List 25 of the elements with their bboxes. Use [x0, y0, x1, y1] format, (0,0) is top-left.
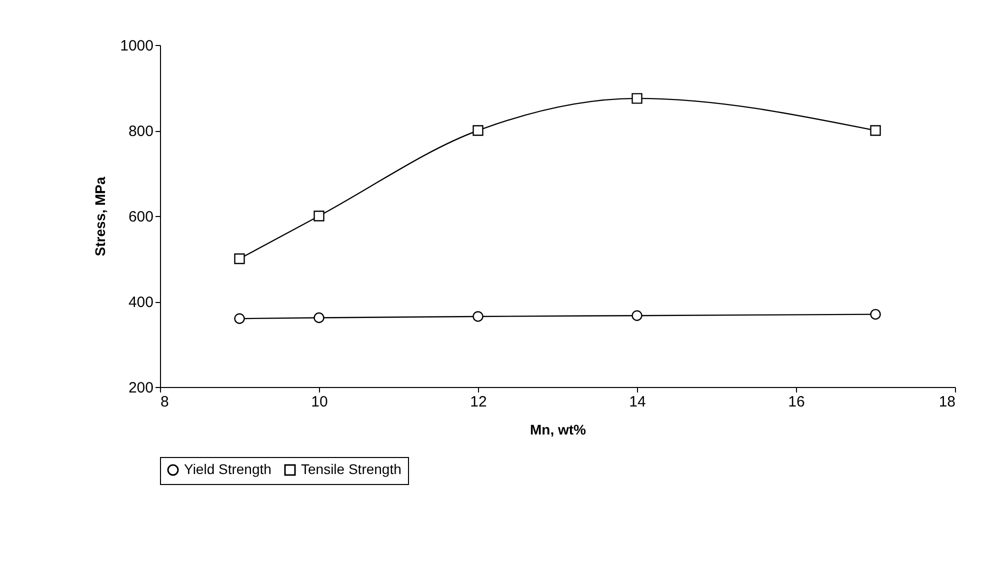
x-tick-label: 18 [938, 394, 956, 410]
x-axis-title: Mn, wt% [530, 422, 587, 438]
point [234, 253, 245, 264]
point [472, 125, 484, 136]
x-tick-label: 16 [788, 394, 805, 410]
x-tick-label: 10 [311, 394, 328, 410]
y-tick-label: 1000 [120, 38, 154, 54]
point [314, 210, 324, 222]
point [870, 308, 881, 320]
point [314, 312, 324, 324]
y-tick-label: 600 [128, 208, 154, 226]
point [472, 311, 484, 322]
x-tick-label: 14 [629, 394, 646, 410]
legend-label: Tensile Strength [301, 461, 402, 477]
y-tick-label: 400 [128, 294, 154, 311]
y-tick-label: 800 [128, 123, 154, 140]
x-tick-label: 8 [160, 394, 169, 410]
point [632, 310, 642, 321]
point [870, 125, 881, 136]
point [234, 313, 245, 324]
y-axis-title: Stress, MPa [92, 176, 108, 256]
y-tick-label: 200 [128, 380, 154, 396]
point [632, 93, 642, 104]
legend-label: Yield Strength [184, 461, 272, 477]
x-tick-label: 12 [470, 394, 487, 410]
